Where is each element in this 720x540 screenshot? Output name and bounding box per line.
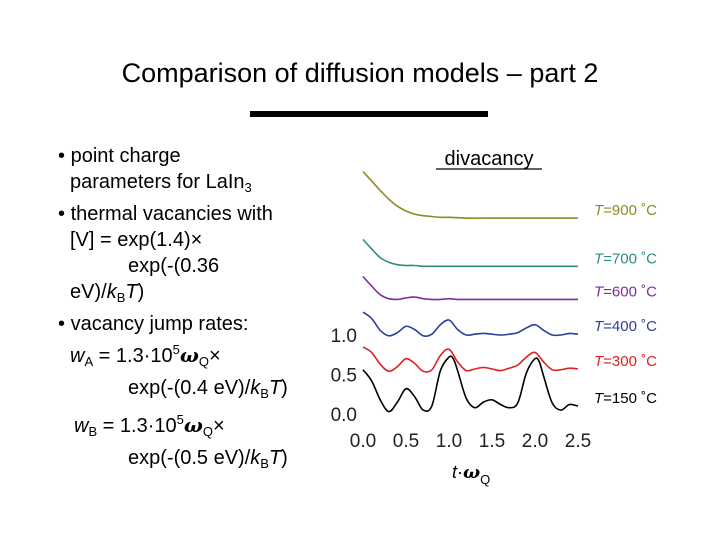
- bullet-line: parameters for LaIn3: [58, 169, 358, 201]
- subscript: B: [260, 386, 269, 401]
- x-axis-label: t·ωQ: [452, 462, 490, 487]
- subscript: 3: [244, 180, 252, 195]
- bullet-text: thermal vacancies with: [70, 203, 273, 225]
- series-line: [362, 275, 578, 301]
- omega-symbol: ω: [179, 343, 199, 367]
- jump-rate-wa: wA = 1.3·105ωQ×: [58, 337, 358, 375]
- y-tick-label: 1.0: [331, 326, 357, 347]
- chart-title: divacancy: [445, 148, 534, 170]
- temperature-symbol: T: [125, 281, 138, 303]
- bullet-text: parameters for LaIn: [70, 171, 245, 193]
- x-tick-label: 2.5: [565, 431, 591, 452]
- x-tick-label: 0.5: [393, 431, 419, 452]
- times-symbol: ×: [213, 415, 225, 437]
- slide-title: Comparison of diffusion models – part 2: [121, 58, 599, 88]
- series-label: T=900 ˚C: [594, 202, 657, 219]
- bullet-text: ): [137, 281, 145, 303]
- subscript: Q: [202, 424, 214, 439]
- temperature-symbol: T: [268, 377, 282, 399]
- subscript: B: [260, 456, 269, 471]
- boltzmann-k: k: [250, 377, 261, 399]
- x-tick-label: 0.0: [350, 431, 376, 452]
- jump-rate-wb: wB = 1.3·105ωQ×: [58, 407, 358, 445]
- bullet-line: eV)/kBT): [58, 279, 358, 311]
- rate-equation: exp(-(0.5 eV)/: [128, 447, 251, 469]
- rate-equation: = 1.3·10: [97, 415, 177, 437]
- title-underline: [250, 111, 488, 117]
- bullet-text: point charge: [70, 145, 181, 167]
- bullet-text: vacancy jump rates:: [70, 313, 249, 335]
- series-label: T=300 ˚C: [594, 353, 657, 370]
- bullet-point-charge: • point charge: [58, 143, 358, 169]
- series-label: T=400 ˚C: [594, 318, 657, 335]
- subscript: A: [84, 354, 94, 369]
- rate-symbol: w: [74, 415, 89, 437]
- boltzmann-k: k: [106, 281, 117, 303]
- rate-symbol: w: [70, 345, 85, 367]
- series-line: [362, 170, 578, 219]
- bullet-dot: •: [58, 313, 66, 335]
- rate-equation: ): [281, 447, 288, 469]
- subscript: B: [88, 424, 98, 439]
- series-line: [362, 355, 579, 413]
- series-label: T=150 ˚C: [594, 390, 657, 407]
- jump-rate-wa-line2: exp(-(0.4 eV)/kBT): [58, 375, 358, 407]
- series-line: [362, 311, 579, 337]
- subscript: B: [116, 290, 126, 305]
- jump-rate-wb-line2: exp(-(0.5 eV)/kBT): [58, 445, 358, 477]
- bullet-thermal-vacancies: • thermal vacancies with: [58, 201, 358, 227]
- superscript: 5: [172, 342, 180, 357]
- subscript: Q: [198, 354, 210, 369]
- bullet-dot: •: [58, 203, 66, 225]
- rate-equation: exp(-(0.4 eV)/: [128, 377, 251, 399]
- rate-equation: ): [281, 377, 288, 399]
- y-tick-label: 0.0: [331, 405, 357, 426]
- bullet-line: exp(-(0.36: [128, 255, 220, 277]
- superscript: 5: [176, 412, 184, 427]
- y-tick-label: 0.5: [331, 366, 357, 387]
- bullet-text: eV)/: [70, 281, 107, 303]
- x-tick-label: 1.5: [479, 431, 505, 452]
- bullet-list: • point charge parameters for LaIn3 • th…: [58, 143, 358, 477]
- series-label: T=700 ˚C: [594, 250, 657, 267]
- temperature-symbol: T: [268, 447, 282, 469]
- x-tick-label: 1.0: [436, 431, 462, 452]
- rate-equation: = 1.3·10: [93, 345, 173, 367]
- bullet-jump-rates: • vacancy jump rates:: [58, 311, 358, 337]
- series-line: [362, 346, 579, 373]
- series-label: T=600 ˚C: [594, 283, 657, 300]
- x-tick-label: 2.0: [522, 431, 548, 452]
- times-symbol: ×: [209, 345, 221, 367]
- bullet-dot: •: [58, 145, 66, 167]
- boltzmann-k: k: [250, 447, 261, 469]
- series-line: [362, 238, 578, 268]
- omega-symbol: ω: [183, 413, 203, 437]
- bullet-line: [V] = exp(1.4)×: [70, 229, 203, 251]
